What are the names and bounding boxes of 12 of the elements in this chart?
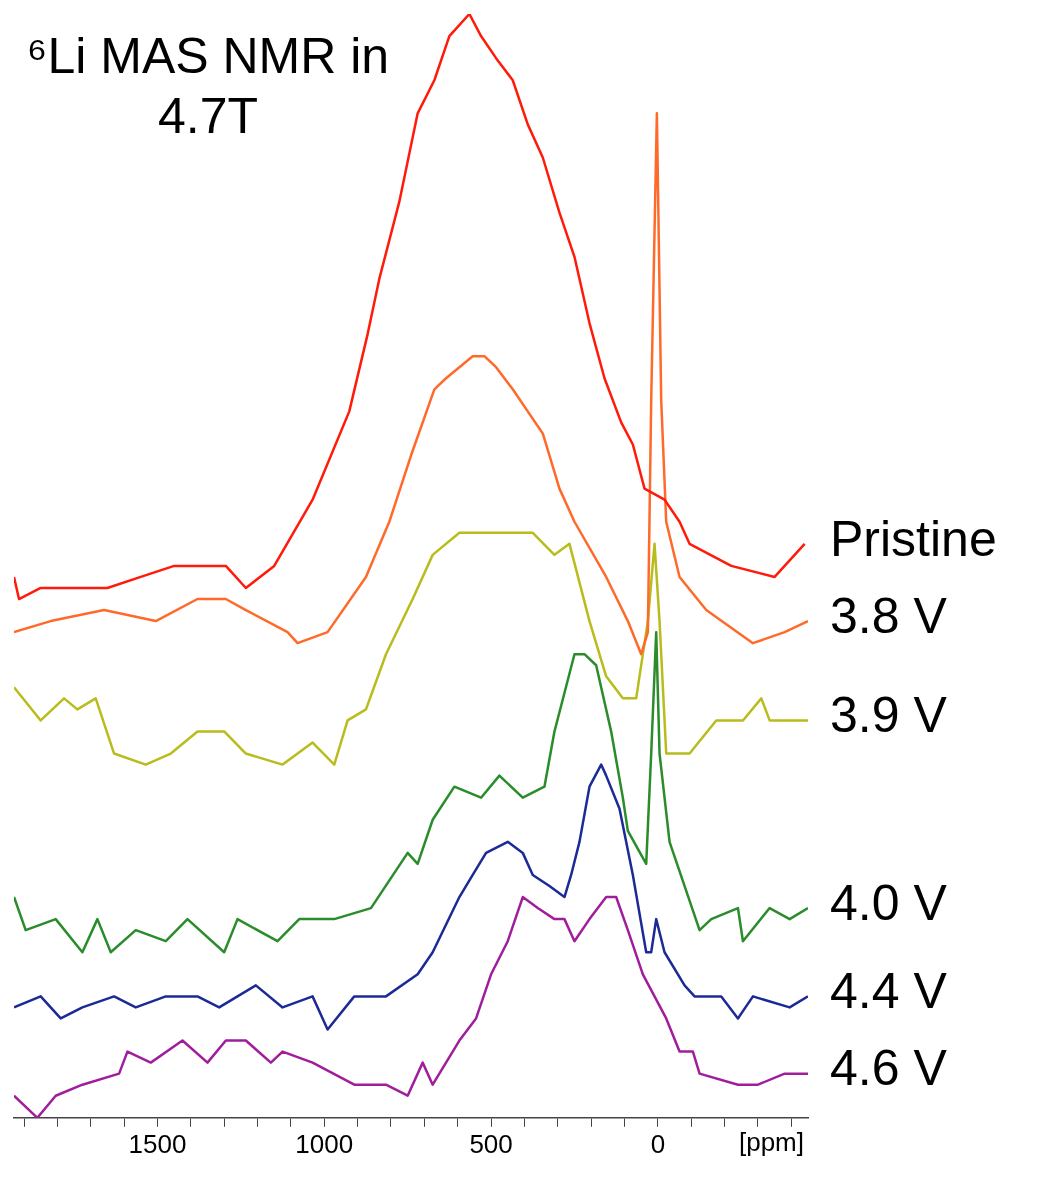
series-label: Pristine	[830, 510, 997, 567]
x-tick-label: 500	[469, 1128, 513, 1159]
series-label: 3.9 V	[830, 687, 948, 744]
series-label: 3.8 V	[830, 587, 948, 644]
series-label: 4.6 V	[830, 1040, 948, 1097]
x-tick-label: 1000	[295, 1128, 354, 1159]
x-axis-title: [ppm]	[738, 1127, 804, 1158]
series-label: 4.4 V	[830, 963, 948, 1020]
x-tick-label: 1500	[128, 1128, 187, 1159]
x-tick-label: 0	[650, 1128, 666, 1159]
series-label: 4.0 V	[830, 874, 948, 931]
text: ⁶Li MAS NMR in 4.7T	[25, 27, 391, 146]
